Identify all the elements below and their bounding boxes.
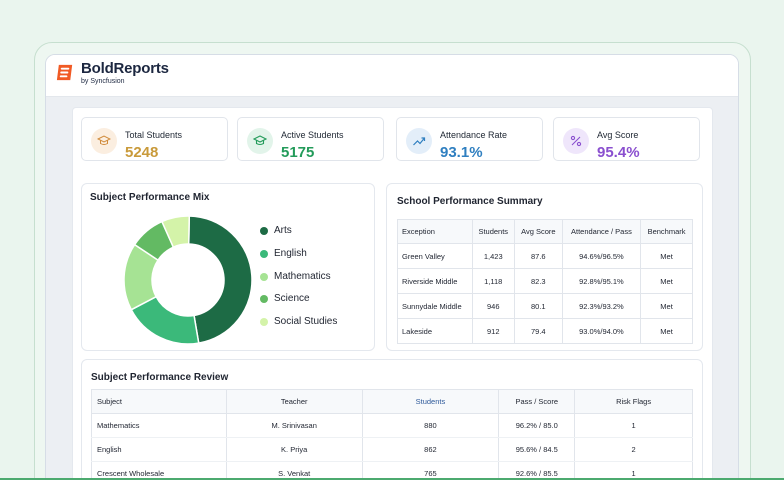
table-cell: 94.6%/96.5%: [561, 243, 642, 269]
bottom-accent-line: [0, 478, 784, 480]
summary-column-header[interactable]: Students: [471, 219, 515, 244]
summary-table: Exception Students Avg Score Attendance / P…: [397, 219, 693, 344]
kpi-value: 5248: [125, 144, 159, 161]
kpi-label: Total Students: [125, 130, 183, 140]
review-title: Subject Performance Review: [91, 372, 229, 383]
legend-label: English: [274, 248, 307, 259]
table-cell: K. Priya: [225, 437, 363, 462]
subject-mix-panel: Subject Performance Mix Arts English Mathe…: [81, 183, 375, 351]
summary-column-header[interactable]: Avg Score: [513, 219, 563, 244]
kpi-card-avg-score[interactable]: Avg Score 95.4%: [553, 117, 700, 161]
table-cell: 880: [361, 413, 500, 438]
review-column-header[interactable]: Teacher: [225, 389, 363, 414]
table-cell: Met: [640, 243, 693, 269]
boldreports-logo-icon: [56, 64, 73, 81]
percent-icon: [563, 128, 589, 154]
top-bar: BoldReports by Syncfusion: [46, 55, 738, 97]
kpi-card-total-students[interactable]: Total Students 5248: [81, 117, 228, 161]
legend-label: Arts: [274, 225, 292, 236]
legend-item-english[interactable]: English: [260, 248, 307, 259]
table-cell: 80.1: [513, 293, 563, 319]
legend-item-social-studies[interactable]: Social Studies: [260, 316, 337, 327]
legend-label: Mathematics: [274, 271, 331, 282]
table-cell: Mathematics: [91, 413, 227, 438]
legend-label: Social Studies: [274, 316, 338, 327]
review-column-header[interactable]: Students: [361, 389, 500, 414]
summary-column-header[interactable]: Benchmark: [640, 219, 693, 244]
summary-column-header[interactable]: Exception: [397, 219, 473, 244]
table-cell: 2: [574, 437, 693, 462]
table-row[interactable]: Green Valley 1,423 87.6 94.6%/96.5% Met: [397, 243, 693, 269]
kpi-card-active-students[interactable]: Active Students 5175: [237, 117, 384, 161]
table-cell: M. Srinivasan: [225, 413, 363, 438]
legend-swatch: [260, 226, 268, 235]
summary-title: School Performance Summary: [397, 196, 543, 207]
legend-item-arts[interactable]: Arts: [260, 225, 292, 236]
legend-swatch: [260, 294, 268, 303]
legend-item-mathematics[interactable]: Mathematics: [260, 271, 331, 282]
review-panel: Subject Performance Review Subject Teache…: [81, 359, 703, 480]
table-cell: 912: [471, 318, 515, 344]
review-column-header[interactable]: Pass / Score: [498, 389, 576, 414]
table-cell: 92.8%/95.1%: [561, 268, 642, 294]
table-cell: 92.3%/93.2%: [561, 293, 642, 319]
table-cell: Lakeside: [397, 318, 473, 344]
donut-slice-arts[interactable]: [187, 215, 253, 344]
kpi-label: Active Students: [281, 130, 344, 140]
summary-column-header[interactable]: Attendance / Pass: [561, 219, 642, 244]
table-cell: 1: [574, 461, 693, 480]
summary-panel: School Performance Summary Exception Stud…: [386, 183, 703, 351]
table-cell: 862: [361, 437, 500, 462]
table-row[interactable]: Crescent Wholesale S. Venkat 765 92.6% / 85…: [91, 461, 693, 480]
legend-swatch: [260, 272, 268, 281]
trend-up-icon: [406, 128, 432, 154]
legend-label: Science: [274, 293, 310, 304]
kpi-label: Avg Score: [597, 130, 639, 140]
table-cell: Met: [640, 293, 693, 319]
table-cell: 95.6% / 84.5: [498, 437, 576, 462]
table-row[interactable]: Mathematics M. Srinivasan 880 96.2% / 85.0 1: [91, 413, 693, 438]
brand-subtitle: by Syncfusion: [81, 78, 125, 85]
table-row[interactable]: English K. Priya 862 95.6% / 84.5 2: [91, 437, 693, 462]
logo[interactable]: BoldReports by Syncfusion: [55, 61, 169, 85]
legend-swatch: [260, 249, 268, 258]
table-cell: Met: [640, 318, 693, 344]
graduation-cap-icon: [247, 128, 273, 154]
kpi-card-attendance-rate[interactable]: Attendance Rate 93.1%: [396, 117, 543, 161]
table-cell: Green Valley: [397, 243, 473, 269]
review-column-header[interactable]: Subject: [91, 389, 227, 414]
table-cell: 93.0%/94.0%: [561, 318, 642, 344]
review-column-header[interactable]: Risk Flags: [574, 389, 693, 414]
legend-swatch: [260, 317, 268, 326]
table-cell: Sunnydale Middle: [397, 293, 473, 319]
table-cell: 79.4: [513, 318, 563, 344]
table-cell: 1,423: [471, 243, 515, 269]
kpi-label: Attendance Rate: [440, 130, 508, 140]
kpi-value: 93.1%: [440, 144, 483, 161]
donut-chart: [123, 215, 253, 345]
legend-item-science[interactable]: Science: [260, 293, 310, 304]
donut-slice-social-studies[interactable]: [160, 215, 191, 249]
subject-mix-title: Subject Performance Mix: [90, 192, 210, 203]
kpi-value: 95.4%: [597, 144, 640, 161]
table-cell: English: [91, 437, 227, 462]
table-cell: 87.6: [513, 243, 563, 269]
table-row[interactable]: Sunnydale Middle 946 80.1 92.3%/93.2% Met: [397, 293, 693, 319]
table-cell: Met: [640, 268, 693, 294]
brand-name: BoldReports: [81, 60, 169, 77]
kpi-value: 5175: [281, 144, 315, 161]
table-cell: 946: [471, 293, 515, 319]
table-cell: Crescent Wholesale: [91, 461, 227, 480]
graduation-scroll-icon: [91, 128, 117, 154]
table-row[interactable]: Lakeside 912 79.4 93.0%/94.0% Met: [397, 318, 693, 344]
table-cell: 1: [574, 413, 693, 438]
table-row[interactable]: Riverside Middle 1,118 82.3 92.8%/95.1% Met: [397, 268, 693, 294]
table-cell: 82.3: [513, 268, 563, 294]
table-cell: S. Venkat: [225, 461, 363, 480]
review-table: Subject Teacher Students Pass / Score Risk F…: [91, 389, 693, 480]
table-cell: Riverside Middle: [397, 268, 473, 294]
table-cell: 96.2% / 85.0: [498, 413, 576, 438]
table-cell: 1,118: [471, 268, 515, 294]
